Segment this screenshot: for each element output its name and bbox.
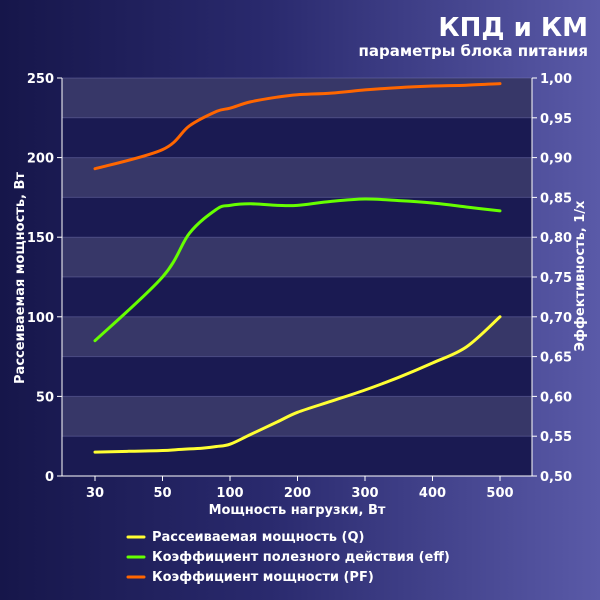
legend: Рассеиваемая мощность (Q) Коэффициент пол…: [126, 530, 450, 585]
left-tick-label: 0: [45, 470, 54, 485]
left-tick-label: 200: [27, 152, 54, 167]
grid-band: [62, 237, 532, 277]
x-tick-label: 50: [153, 486, 171, 501]
right-tick-label: 0,75: [540, 271, 572, 286]
right-tick-label: 0,85: [540, 191, 572, 206]
left-y-axis-label: Рассеиваемая мощность, Вт: [13, 172, 28, 384]
left-tick-label: 50: [36, 390, 54, 405]
series-line-pf: [93, 82, 502, 171]
right-tick-label: 0,80: [540, 231, 572, 246]
grid-band: [62, 316, 532, 357]
x-tick-label: 300: [351, 486, 378, 501]
series-lines: [93, 82, 502, 454]
left-tick-label: 250: [27, 72, 54, 87]
left-tick-label: 150: [27, 231, 54, 246]
plot-area: [62, 78, 532, 476]
left-tick-label: 100: [27, 311, 54, 326]
right-tick-label: 0,90: [540, 152, 572, 167]
right-y-axis-label: Эффективность, 1/x: [573, 200, 588, 351]
right-tick-label: 0,95: [540, 112, 572, 127]
right-tick-label: 0,70: [540, 311, 572, 326]
legend-label: Рассеиваемая мощность (Q): [152, 530, 365, 545]
right-tick-label: 0,55: [540, 430, 572, 445]
right-tick-label: 0,60: [540, 390, 572, 405]
series-line-eff: [93, 197, 502, 343]
right-tick-label: 0,65: [540, 351, 572, 366]
right-tick-label: 0,50: [540, 470, 572, 485]
legend-label: Коэффициент мощности (PF): [152, 570, 374, 585]
legend-label: Коэффициент полезного действия (eff): [152, 550, 450, 565]
right-axis-ticks: 0,50 0,55 0,60 0,65 0,70 0,75 0,80 0,85 0,90 0,95…: [532, 72, 572, 485]
grid-band: [62, 157, 532, 198]
chart-subtitle: параметры блока питания: [359, 42, 588, 60]
series-line-q: [93, 315, 502, 454]
right-tick-label: 1,00: [540, 72, 572, 87]
x-axis-ticks: 30 50 100 200 300 400 500: [86, 476, 514, 501]
grid-band: [62, 396, 532, 437]
x-tick-label: 30: [86, 486, 104, 501]
x-tick-label: 200: [284, 486, 311, 501]
x-tick-label: 100: [216, 486, 243, 501]
x-tick-label: 500: [486, 486, 513, 501]
x-axis-label: Мощность нагрузки, Вт: [209, 503, 386, 518]
x-tick-label: 400: [419, 486, 446, 501]
plot-background: [62, 78, 532, 476]
chart-title: КПД и КМ: [438, 13, 588, 43]
left-axis-ticks: 0 50 100 150 200 250: [27, 72, 62, 485]
grid-bands: [62, 77, 532, 477]
